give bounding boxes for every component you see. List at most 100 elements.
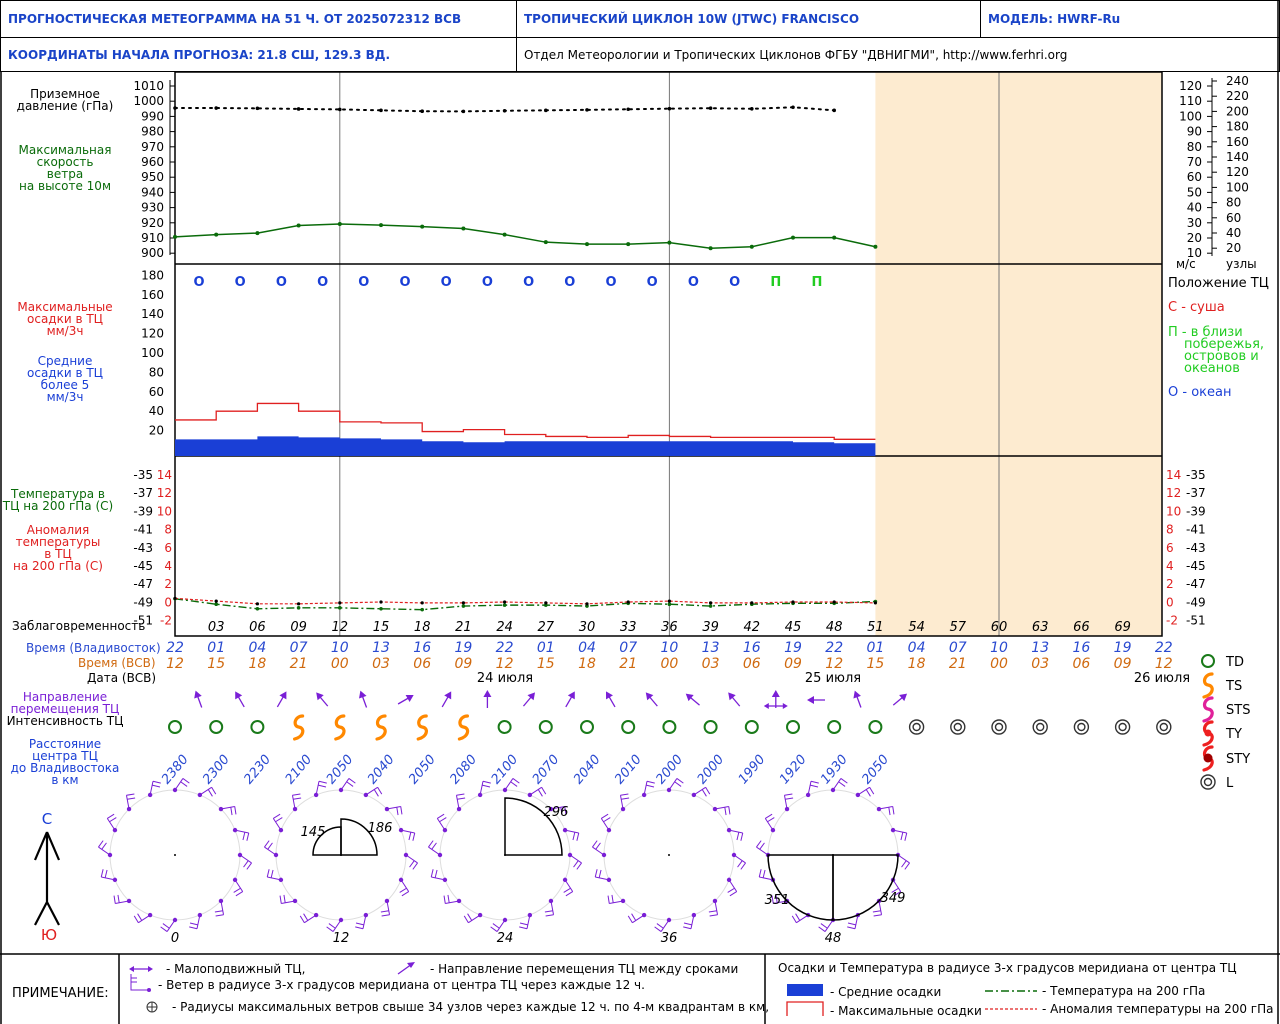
position-marker: О bbox=[399, 275, 410, 290]
direction-arrow bbox=[807, 696, 825, 704]
distance-value: 1920 bbox=[777, 752, 810, 787]
legend-sts bbox=[1202, 696, 1214, 723]
rose-barb bbox=[550, 805, 565, 810]
lead-hour-label: 57 bbox=[950, 620, 967, 635]
rose-barb bbox=[332, 919, 342, 932]
rose-feather bbox=[840, 778, 848, 784]
wind-point bbox=[379, 223, 383, 228]
time-utc-value: 15 bbox=[207, 656, 225, 672]
rose-feather bbox=[595, 842, 601, 850]
rose-feather bbox=[576, 832, 580, 841]
time-vlad-value: 01 bbox=[207, 640, 225, 656]
footer-barb-icon bbox=[130, 974, 149, 991]
rose-feather bbox=[795, 913, 801, 921]
rose-feather bbox=[117, 894, 120, 903]
arrow-head bbox=[645, 692, 654, 701]
wind-point bbox=[173, 234, 177, 239]
rose-feather bbox=[631, 913, 637, 921]
direction-arrow bbox=[194, 690, 203, 708]
wind-rose: 0 bbox=[98, 778, 252, 946]
plot-frame bbox=[174, 71, 1163, 637]
rose-barb bbox=[468, 914, 481, 924]
time-utc-value: 00 bbox=[660, 656, 678, 672]
rose-barb bbox=[239, 854, 252, 864]
rose-feather bbox=[182, 778, 190, 784]
legend-sty-dot bbox=[1203, 753, 1213, 763]
direction-arrow bbox=[483, 690, 492, 708]
intensity-td bbox=[538, 720, 553, 734]
intensity-l bbox=[1114, 719, 1131, 735]
wind-ms-tick-label: 60 bbox=[1187, 170, 1202, 184]
rose-barb bbox=[428, 846, 441, 856]
rose-barb bbox=[455, 795, 460, 810]
rose-feather bbox=[234, 806, 237, 815]
intensity-legend-label: L bbox=[1226, 776, 1234, 791]
rose-barb bbox=[643, 781, 648, 796]
rose-feather bbox=[299, 915, 305, 923]
wind-kt-tick-label: 100 bbox=[1226, 180, 1249, 194]
anom-tick-label-right: 12 bbox=[1166, 486, 1181, 500]
rose-barb bbox=[564, 879, 574, 892]
avg-precip-label: мм/3ч bbox=[47, 390, 84, 404]
rose-feather bbox=[607, 895, 610, 904]
temp-label: Температура в bbox=[10, 487, 105, 501]
intensity-legend-label: TS bbox=[1225, 679, 1242, 694]
time-utc-value: 12 bbox=[825, 656, 843, 672]
wind-point bbox=[832, 235, 837, 240]
lead-hour-label: 54 bbox=[908, 620, 925, 635]
rose-feather bbox=[512, 778, 520, 784]
temp-point bbox=[214, 602, 218, 607]
precip-tick-label: 120 bbox=[141, 327, 164, 341]
intensity-l-inner bbox=[1159, 722, 1169, 732]
lead-hour-label: 45 bbox=[785, 620, 802, 635]
lead-hour-label: 03 bbox=[208, 620, 225, 635]
anom-tick-label-right: 6 bbox=[1166, 541, 1174, 555]
rose-feather bbox=[563, 887, 571, 893]
rose-barb bbox=[101, 876, 116, 881]
lead-hour-label: 39 bbox=[702, 620, 719, 635]
time-vlad-value: 01 bbox=[866, 640, 884, 656]
rose-feather bbox=[408, 832, 412, 841]
time-vlad-value: 04 bbox=[248, 640, 266, 656]
rose-feather bbox=[683, 922, 692, 926]
temp-tick-label: -51 bbox=[133, 614, 153, 628]
distance-value: 2380 bbox=[159, 752, 192, 787]
rose-feather bbox=[674, 781, 682, 787]
temp-tick-label: -47 bbox=[133, 577, 153, 591]
wind-point bbox=[667, 240, 672, 245]
rose-center bbox=[668, 854, 670, 856]
distance-value: 2300 bbox=[200, 752, 233, 787]
rose-feather bbox=[104, 869, 108, 878]
rose-feather bbox=[152, 784, 161, 788]
date-label: Дата (ВСВ) bbox=[87, 671, 156, 685]
lead-hour-label: 12 bbox=[332, 620, 349, 635]
position-legend-title: Положение ТЦ bbox=[1168, 276, 1269, 291]
wind-point bbox=[873, 244, 878, 249]
temp-point bbox=[420, 607, 425, 612]
direction-arrow bbox=[892, 693, 908, 706]
pressure-point bbox=[214, 106, 218, 110]
radius-quadrant bbox=[504, 797, 563, 856]
rose-feather bbox=[428, 840, 434, 848]
rose-barb bbox=[138, 914, 151, 924]
rose-barb bbox=[234, 829, 249, 834]
date-value: 26 июля bbox=[1134, 671, 1190, 686]
position-marker: О bbox=[605, 275, 616, 290]
footer-wind-radius: - Ветер в радиусе 3-х градусов меридиана… bbox=[158, 978, 645, 992]
rose-center bbox=[174, 854, 176, 856]
rose-feather bbox=[646, 780, 655, 784]
time-utc-value: 09 bbox=[454, 656, 472, 672]
rose-feather bbox=[736, 832, 740, 841]
wind-point bbox=[461, 226, 466, 231]
arrow-head bbox=[316, 692, 324, 701]
stationary-head bbox=[782, 703, 788, 709]
wind-point bbox=[626, 242, 631, 247]
time-vlad-value: 16 bbox=[1072, 640, 1090, 656]
direction-arrow bbox=[645, 692, 658, 707]
rose-feather bbox=[656, 923, 664, 929]
rose-feather bbox=[510, 781, 518, 787]
wind-ms-tick-label: 80 bbox=[1187, 140, 1202, 154]
intensity-td bbox=[786, 720, 800, 734]
position-marker: П bbox=[770, 275, 781, 290]
pressure-point bbox=[750, 107, 754, 111]
